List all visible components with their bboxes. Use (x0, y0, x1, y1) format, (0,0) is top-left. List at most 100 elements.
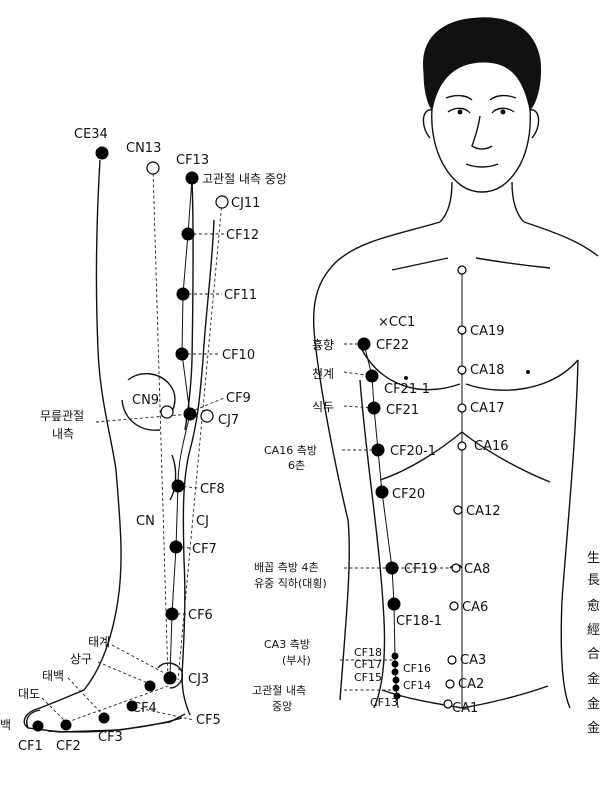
side-char-1: 生 (587, 551, 600, 566)
point-ca3 (447, 655, 457, 665)
label-navel-note-1: 배꼽 측방 4촌 (254, 561, 319, 574)
point-cf16 (391, 668, 399, 676)
label-cf7: CF7 (192, 542, 217, 557)
label-hip-note-1: 고관절 내측 (252, 684, 306, 697)
label-ca1: CA1 (452, 701, 478, 716)
leg-outer-contour (23, 159, 186, 733)
label-cf21-1: CF21-1 (384, 382, 430, 397)
point-ca-top (457, 265, 467, 275)
point-cj3 (163, 671, 177, 685)
nose (471, 115, 493, 150)
right-brow (489, 94, 517, 101)
point-cf22 (357, 337, 371, 351)
label-navel-note-2: 유중 직하(대횡) (254, 576, 327, 590)
point-taegye (126, 700, 138, 712)
label-ca8: CA8 (464, 562, 490, 577)
cf8-guide (177, 485, 199, 489)
point-cf3 (98, 712, 110, 724)
kneecap-arc (121, 399, 161, 431)
label-ca3-note-1: CA3 측방 (264, 638, 310, 651)
label-cf20-1: CF20-1 (390, 444, 436, 459)
point-cj11 (215, 195, 229, 209)
cn-guide (152, 167, 169, 681)
torso-figure: ×CC1 흉향 CF22 천계 CF21-1 식두 CF21 CA16 측방 6… (252, 17, 599, 716)
point-ca16 (457, 441, 467, 451)
point-cf14 (392, 684, 400, 692)
left-shoulder (312, 221, 441, 331)
label-cf16: CF16 (403, 662, 431, 675)
label-ca16-note-1: CA16 측방 (264, 444, 317, 457)
right-clavicle (475, 257, 551, 269)
hair (423, 17, 541, 112)
label-ca3-note-2: (부사) (282, 654, 311, 667)
right-ear (529, 109, 540, 139)
label-cf12: CF12 (226, 228, 259, 243)
point-cf9 (183, 407, 197, 421)
point-ca12 (453, 505, 463, 515)
label-cn13: CN13 (126, 141, 161, 156)
label-cf22: CF22 (376, 338, 409, 353)
side-char-7: 金 (587, 696, 600, 712)
label-cf13-torso: CF13 (370, 696, 398, 709)
point-ca6 (449, 601, 459, 611)
right-nipple (526, 370, 530, 374)
point-cf20 (375, 485, 389, 499)
side-char-2: 長 (587, 573, 600, 588)
point-ca18 (457, 365, 467, 375)
point-cf18-1 (387, 597, 401, 611)
label-cf18-1: CF18-1 (396, 614, 442, 629)
point-cn13 (146, 161, 160, 175)
label-ca17: CA17 (470, 401, 505, 416)
label-cf4: CF4 (132, 701, 157, 716)
label-cf13-note: 고관절 내측 중앙 (202, 172, 287, 186)
label-cheongye: 천계 (312, 366, 334, 381)
side-char-8: 金 (587, 720, 600, 736)
label-knee-note-2: 내측 (52, 427, 74, 441)
sole-line (47, 717, 183, 733)
label-cj11: CJ11 (231, 196, 260, 211)
point-ca19 (457, 325, 467, 335)
label-ce34: CE34 (74, 127, 108, 142)
point-cn9 (160, 405, 174, 419)
mouth (465, 163, 499, 168)
toe-line (26, 709, 41, 729)
label-cf9: CF9 (226, 391, 251, 406)
point-ca2 (445, 679, 455, 689)
label-cf5: CF5 (196, 713, 221, 728)
label-cf19: CF19 (404, 562, 437, 577)
point-ca17 (457, 403, 467, 413)
point-cf13-torso (393, 692, 401, 700)
label-ca12: CA12 (466, 504, 501, 519)
label-ca6: CA6 (462, 600, 488, 615)
point-cf10 (175, 347, 189, 361)
point-cf6 (165, 607, 179, 621)
label-cf10: CF10 (222, 348, 255, 363)
point-cf11 (176, 287, 190, 301)
label-cj7: CJ7 (218, 413, 239, 428)
taegye-guide (111, 644, 169, 676)
cf9-guide (189, 397, 225, 413)
label-cf17: CF17 (354, 658, 382, 671)
label-cj: CJ (196, 514, 209, 529)
label-ca2: CA2 (458, 677, 484, 692)
knee-note-guide (95, 413, 191, 423)
label-cn9: CN9 (132, 393, 159, 408)
label-cf14: CF14 (403, 679, 431, 692)
label-cf8: CF8 (200, 482, 225, 497)
label-cn: CN (136, 514, 155, 529)
neck-left (439, 181, 453, 223)
right-pupil (500, 109, 506, 115)
left-body (359, 379, 386, 709)
point-cf18 (391, 652, 399, 660)
point-cf15 (392, 676, 400, 684)
taebaek-guide (67, 677, 105, 717)
label-ca16-note-2: 6촌 (288, 459, 305, 472)
label-ca3: CA3 (460, 653, 486, 668)
point-cf12 (181, 227, 195, 241)
label-cf1: CF1 (18, 739, 43, 754)
label-sikdu: 식두 (312, 400, 334, 414)
side-char-4: 經 (587, 623, 600, 638)
side-text-column: 生 長 愈 經 合 金 金 金 (587, 551, 600, 736)
cf-meridian (169, 177, 193, 677)
label-cf11: CF11 (224, 288, 257, 303)
